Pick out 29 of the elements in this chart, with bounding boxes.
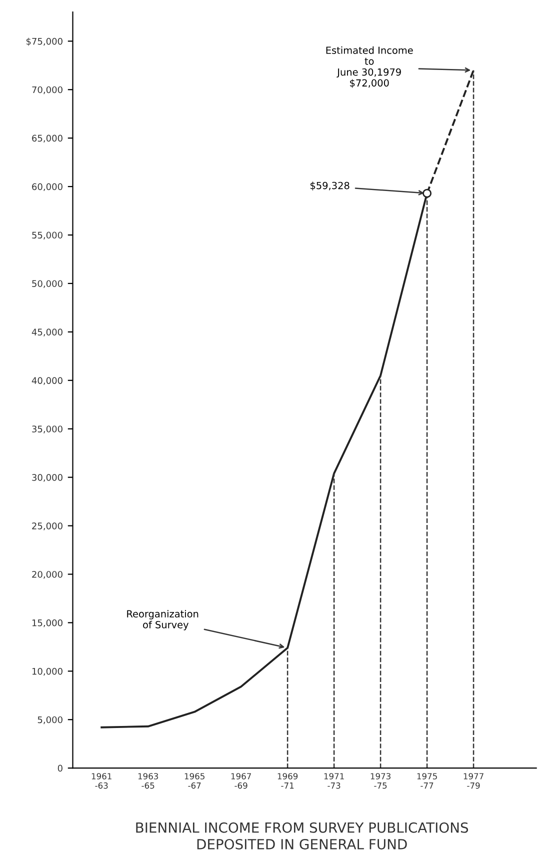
x-tick-label: 1971 -73 xyxy=(324,773,344,789)
x-tick-label: 1963 -65 xyxy=(138,773,158,789)
y-tick-label: 70,000 xyxy=(32,86,62,94)
y-tick-label: 45,000 xyxy=(32,328,62,336)
y-tick-label: 15,000 xyxy=(32,619,62,628)
y-tick-label: 65,000 xyxy=(32,134,62,143)
x-tick-label: 1969 -71 xyxy=(278,773,298,789)
x-tick-label: 1975 -77 xyxy=(417,773,437,789)
y-tick-label: 55,000 xyxy=(32,232,62,240)
y-tick-label: 35,000 xyxy=(32,426,62,434)
text: BIENNIAL INCOME FROM SURVEY PUBLICATIONS DEPOSITED IN GENERAL FUND xyxy=(136,822,468,850)
y-tick-label: 10,000 xyxy=(32,668,62,676)
y-tick-label: 50,000 xyxy=(32,280,62,288)
x-tick-label: 1977 -79 xyxy=(464,773,484,789)
y-tick-label: 25,000 xyxy=(32,522,62,530)
y-tick-label: 60,000 xyxy=(32,183,62,192)
annotation: Estimated Income to June 30,1979 $72,000 xyxy=(326,46,413,88)
y-tick-label: 40,000 xyxy=(32,377,62,385)
x-tick-label: 1965 -67 xyxy=(184,773,204,789)
y-tick-label: 5,000 xyxy=(38,716,62,724)
annotation: $59,328 xyxy=(310,182,350,190)
x-tick-label: 1973 -75 xyxy=(370,773,390,789)
x-tick-label: 1967 -69 xyxy=(231,773,251,789)
x-tick-label: 1961 -63 xyxy=(92,773,112,789)
y-tick-label: $75,000 xyxy=(26,38,62,46)
annotation: Reorganization of Survey xyxy=(127,610,198,630)
y-tick-label: 0 xyxy=(58,764,62,772)
y-tick-label: 20,000 xyxy=(32,570,62,579)
y-tick-label: 30,000 xyxy=(32,474,62,482)
